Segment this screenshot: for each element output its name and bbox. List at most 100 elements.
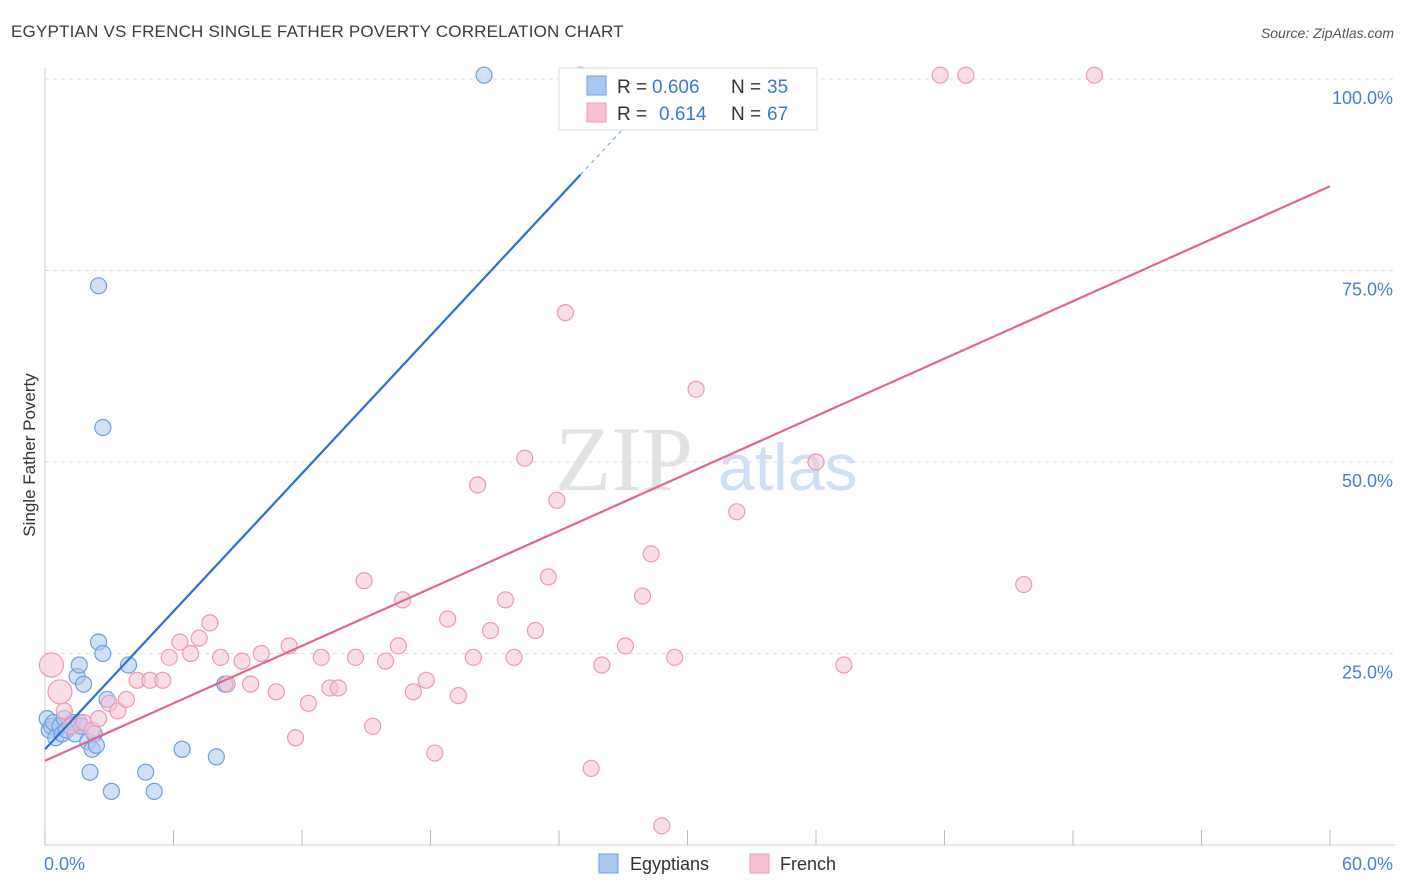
- french-point-14: [171, 633, 189, 651]
- french-point-41: [464, 648, 482, 666]
- egyptians-point-16: [74, 675, 93, 693]
- egyptians-point-23: [94, 644, 112, 663]
- legend-r-label-french: R =: [617, 104, 647, 125]
- french-point-60: [807, 453, 825, 471]
- y-tick-label-50: 50.0%: [1342, 471, 1393, 491]
- x-axis-ticks: [44, 830, 1331, 845]
- french-point-23: [267, 683, 285, 701]
- french-point-33: [376, 652, 395, 670]
- y-tick-labels: 25.0% 50.0% 75.0% 100.0%: [1332, 88, 1393, 683]
- french-point-56: [653, 817, 671, 835]
- y-axis-label: Single Father Poverty: [20, 373, 39, 537]
- french-point-59: [728, 503, 746, 521]
- french-point-62: [1015, 575, 1033, 594]
- french-point-17: [201, 614, 219, 632]
- french-point-31: [355, 572, 373, 590]
- x-tick-label-max: 60.0%: [1342, 854, 1393, 874]
- watermark-zip: ZIP: [555, 408, 693, 510]
- legend-swatch-french: [586, 102, 607, 123]
- french-point-30: [346, 648, 365, 666]
- bottom-legend-swatch-french: [749, 853, 770, 874]
- french-point-47: [526, 621, 545, 640]
- french-point-8: [109, 702, 127, 720]
- bottom-legend-egyptians: Egyptians: [630, 854, 709, 874]
- french-point-1: [47, 679, 73, 705]
- french-point-57: [666, 648, 684, 666]
- french-point-39: [439, 610, 457, 628]
- legend-swatch-egyptians: [586, 75, 607, 96]
- legend-r-value-egyptians: 0.606: [652, 77, 700, 98]
- y-tick-label-75: 75.0%: [1342, 280, 1393, 300]
- egyptians-trend-line: [44, 174, 582, 750]
- bottom-legend-french: French: [780, 854, 836, 874]
- french-point-37: [417, 671, 435, 689]
- french-point-29: [329, 679, 348, 697]
- french-points: [38, 66, 1104, 835]
- french-point-49: [548, 491, 566, 509]
- watermark-atlas: atlas: [718, 430, 857, 504]
- french-point-32: [364, 717, 382, 735]
- egyptians-point-18: [81, 763, 99, 781]
- french-point-22: [252, 644, 270, 663]
- egyptians-point-33: [94, 418, 112, 437]
- bottom-legend-swatch-egyptians: [598, 853, 619, 874]
- french-point-26: [299, 694, 318, 712]
- correlation-legend: R = 0.606 N = 35 R = 0.614 N = 67: [558, 67, 818, 131]
- french-point-38: [426, 744, 444, 762]
- french-point-42: [469, 476, 487, 494]
- egyptians-point-32: [89, 277, 108, 295]
- french-point-36: [404, 683, 422, 701]
- french-point-21: [242, 675, 260, 693]
- french-point-45: [505, 648, 523, 666]
- french-trend-line: [44, 185, 1331, 762]
- trend-lines: [44, 105, 1331, 762]
- french-point-64: [931, 66, 949, 84]
- french-point-50: [556, 304, 575, 322]
- french-point-63: [1085, 66, 1104, 84]
- french-point-44: [496, 591, 515, 609]
- y-tick-label-100: 100.0%: [1332, 88, 1393, 108]
- egyptians-points: [38, 66, 493, 800]
- french-point-6: [89, 710, 108, 728]
- source-label: Source: ZipAtlas.com: [1260, 25, 1394, 41]
- legend-n-label-french: N =: [731, 104, 761, 125]
- french-point-46: [516, 449, 534, 467]
- french-point-0: [38, 652, 65, 678]
- egyptians-point-27: [137, 763, 155, 781]
- egyptians-point-28: [145, 782, 163, 800]
- egyptians-point-34: [475, 66, 493, 84]
- chart-title: EGYPTIAN VS FRENCH SINGLE FATHER POVERTY…: [11, 22, 624, 41]
- legend-n-label-egyptians: N =: [731, 77, 761, 98]
- legend-n-value-egyptians: 35: [767, 77, 788, 98]
- legend-r-value-french: 0.614: [659, 104, 707, 125]
- egyptians-point-29: [173, 740, 191, 758]
- egyptians-point-30: [207, 748, 225, 766]
- french-point-51: [582, 759, 600, 778]
- french-point-25: [286, 729, 305, 747]
- french-point-13: [160, 648, 178, 666]
- egyptians-point-26: [119, 656, 138, 674]
- french-point-53: [616, 637, 634, 655]
- french-point-9: [117, 690, 135, 709]
- egyptians-point-25: [102, 782, 120, 800]
- french-point-15: [182, 644, 200, 663]
- french-point-20: [233, 652, 251, 670]
- x-tick-label-min: 0.0%: [44, 854, 85, 874]
- french-point-55: [642, 545, 660, 563]
- french-point-54: [633, 587, 652, 605]
- french-point-43: [481, 621, 500, 640]
- series-legend: Egyptians French: [598, 853, 836, 874]
- french-point-40: [449, 687, 467, 705]
- y-tick-label-25: 25.0%: [1342, 663, 1393, 683]
- french-point-48: [539, 568, 557, 586]
- french-point-12: [154, 671, 172, 689]
- gridlines: [45, 78, 1395, 654]
- french-point-58: [687, 380, 705, 398]
- french-point-52: [593, 656, 611, 674]
- legend-n-value-french: 67: [767, 104, 788, 125]
- french-point-16: [190, 629, 208, 647]
- french-point-34: [389, 637, 407, 655]
- egyptians-point-15: [70, 656, 88, 674]
- french-point-18: [212, 648, 230, 666]
